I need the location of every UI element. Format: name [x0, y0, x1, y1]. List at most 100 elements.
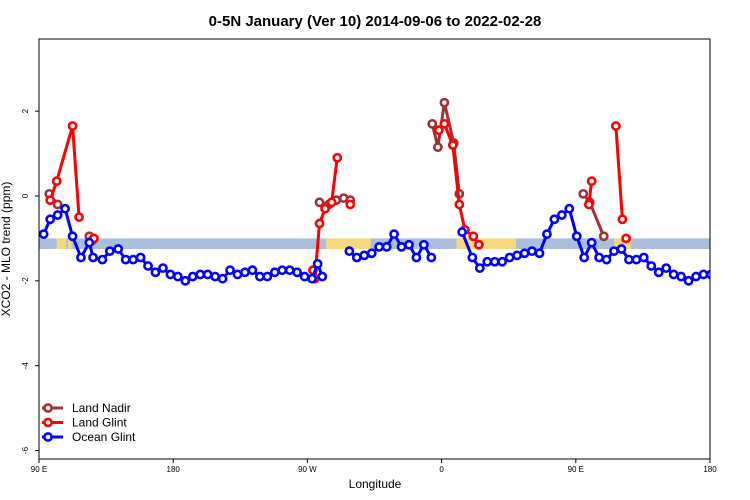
plot-frame	[38, 38, 711, 460]
data-point	[84, 237, 95, 248]
data-point	[653, 267, 664, 278]
data-point	[433, 125, 444, 136]
data-point	[317, 271, 328, 282]
data-point	[67, 121, 78, 131]
data-point	[39, 229, 49, 240]
data-point	[269, 267, 280, 278]
data-point	[314, 218, 325, 229]
data-point	[187, 271, 198, 282]
data-point	[404, 239, 414, 250]
data-point	[307, 273, 317, 284]
data-point	[104, 246, 115, 257]
data-point	[232, 269, 243, 280]
data-point	[76, 252, 86, 263]
data-point	[467, 252, 478, 263]
data-point	[299, 271, 310, 282]
data-point	[691, 271, 701, 282]
data-point	[683, 275, 694, 286]
data-point	[374, 241, 385, 252]
data-point	[411, 252, 422, 263]
data-point	[482, 256, 493, 267]
series-layer	[39, 97, 710, 286]
land-band-segment	[67, 238, 72, 249]
data-point	[165, 269, 176, 280]
data-point	[616, 244, 627, 254]
data-point	[143, 261, 153, 271]
x-tick-label: 90 E	[568, 465, 584, 474]
land-band-segment	[456, 238, 517, 249]
data-point	[381, 241, 392, 252]
data-point	[359, 250, 370, 261]
coverage-band	[39, 238, 710, 249]
data-point	[594, 252, 604, 263]
data-point	[610, 121, 621, 131]
data-point	[67, 231, 78, 242]
data-point	[468, 231, 479, 242]
data-point	[617, 214, 628, 225]
data-point	[586, 176, 597, 187]
land-band-segment	[56, 238, 67, 249]
data-point	[583, 199, 594, 210]
data-point	[150, 267, 161, 278]
data-point	[512, 250, 522, 261]
x-tick-label: 0	[439, 465, 444, 474]
legend-marker	[43, 432, 53, 442]
chart-title: 0-5N January (Ver 10) 2014-09-06 to 2022…	[209, 13, 542, 30]
data-point	[202, 269, 213, 280]
data-point	[195, 269, 206, 280]
y-tick-label: -2	[21, 277, 30, 285]
legend-label: Land Glint	[72, 416, 127, 430]
data-point	[631, 254, 642, 265]
data-point	[624, 254, 634, 265]
data-point	[609, 246, 619, 257]
series-ocean-glint	[39, 203, 710, 286]
legend-label: Ocean Glint	[72, 430, 136, 444]
series-land-nadir	[44, 97, 609, 246]
data-point	[262, 271, 273, 282]
data-point	[621, 233, 632, 244]
data-point	[668, 269, 679, 280]
data-point	[345, 199, 356, 210]
data-point	[389, 229, 399, 240]
data-point	[45, 214, 56, 225]
data-point	[254, 271, 265, 282]
data-point	[447, 140, 458, 150]
land-band-segment	[614, 238, 622, 249]
data-point	[549, 214, 560, 225]
data-point	[586, 237, 597, 248]
legend-marker	[43, 403, 53, 413]
x-tick-label: 180	[703, 465, 717, 474]
x-axis: 90 E 180 90 W 0 90 E 180	[31, 459, 717, 474]
ocean-band	[39, 238, 710, 249]
data-point	[527, 246, 537, 257]
data-point	[51, 176, 62, 187]
data-point	[52, 210, 63, 220]
data-point	[172, 271, 183, 282]
data-point	[292, 267, 303, 278]
data-point	[180, 275, 191, 286]
data-point	[128, 254, 139, 265]
data-point	[638, 252, 649, 263]
data-point	[454, 199, 465, 210]
data-point	[698, 269, 709, 280]
data-point	[277, 265, 288, 276]
data-point	[312, 258, 323, 269]
data-point	[326, 197, 337, 208]
data-point	[247, 265, 258, 276]
data-point	[564, 203, 575, 214]
data-point	[418, 239, 429, 250]
y-tick-label: -6	[21, 446, 30, 454]
data-point	[504, 252, 515, 263]
data-point	[534, 248, 545, 259]
data-point	[578, 188, 589, 199]
data-point	[427, 118, 438, 129]
data-point	[351, 252, 362, 263]
data-point	[240, 267, 250, 278]
y-axis: -6 -4 -2 0 2	[21, 108, 39, 454]
land-band-segment	[623, 238, 631, 249]
data-point	[396, 241, 407, 252]
data-point	[284, 265, 295, 276]
data-point	[217, 273, 228, 284]
data-point	[60, 203, 70, 214]
